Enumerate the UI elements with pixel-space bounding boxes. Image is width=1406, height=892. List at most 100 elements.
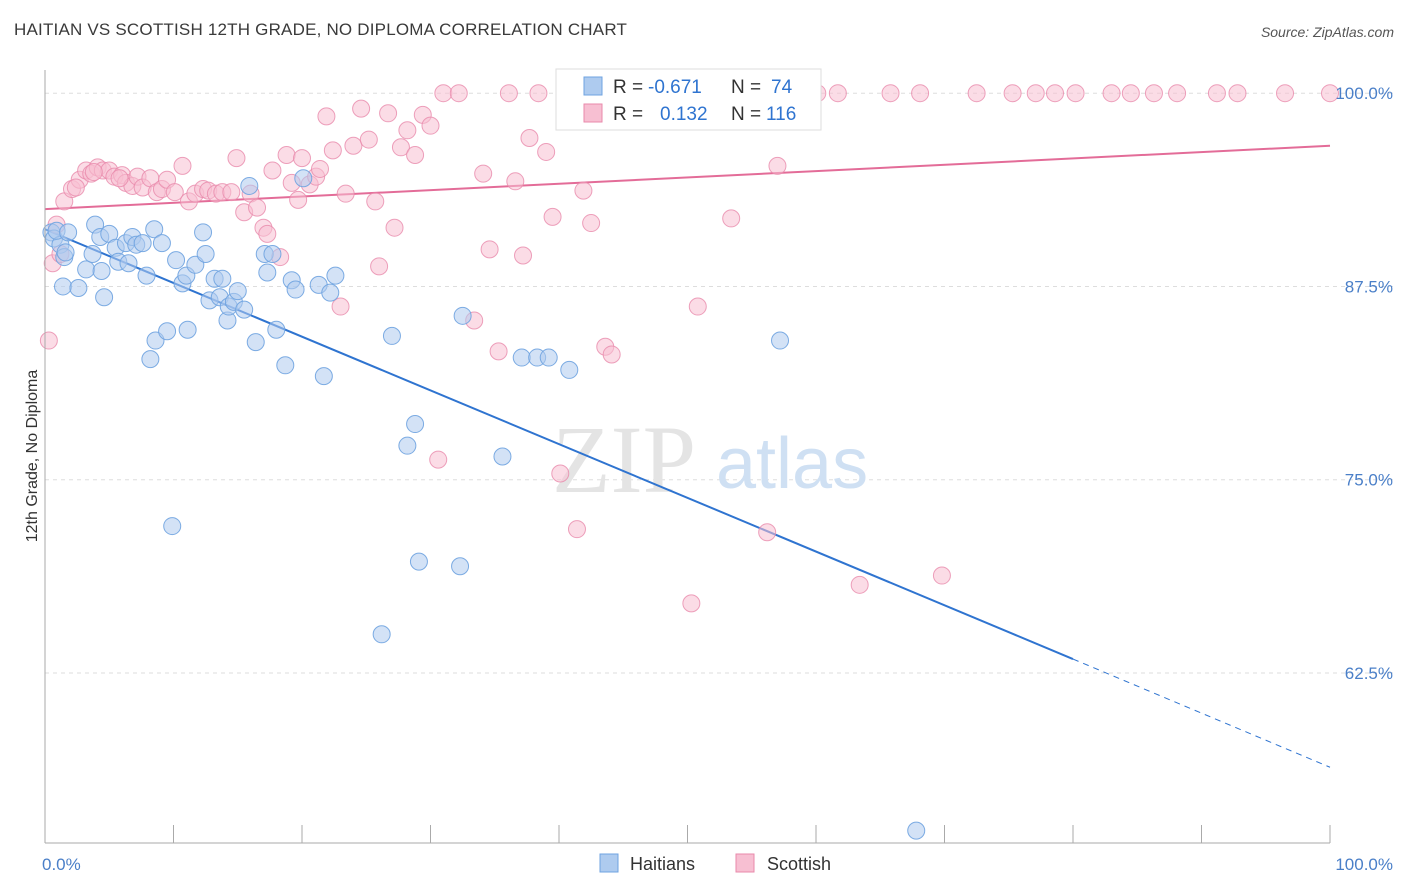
haitians-point <box>398 436 417 455</box>
haitians-point <box>141 350 160 369</box>
scottish-point <box>336 184 355 203</box>
scottish-point <box>310 159 329 178</box>
y-axis-label: 12th Grade, No Diploma <box>24 370 41 543</box>
scottish-point <box>537 142 556 161</box>
scottish-point <box>520 129 539 148</box>
haitians-trend-line <box>44 228 1074 660</box>
scottish-point <box>222 183 241 202</box>
scottish-point <box>1026 84 1045 103</box>
haitians-point <box>326 266 345 285</box>
scottish-point <box>480 240 499 259</box>
legend-haitians-swatch <box>599 853 619 873</box>
scottish-point <box>39 331 58 350</box>
haitians-point <box>314 367 333 386</box>
watermark: ZIP atlas <box>552 406 868 513</box>
scottish-point <box>289 190 308 209</box>
haitians-point <box>276 356 295 375</box>
haitians-point <box>95 288 114 307</box>
haitians-point <box>83 244 102 263</box>
scottish-point <box>344 136 363 155</box>
scottish-point <box>277 146 296 165</box>
scottish-point <box>850 575 869 594</box>
haitians-point <box>258 263 277 282</box>
scottish-trend-line <box>44 144 1331 211</box>
scottish-point <box>110 169 129 188</box>
haitians-point <box>167 251 186 270</box>
scottish-point <box>331 297 350 316</box>
haitians-point <box>451 557 470 576</box>
scottish-point <box>449 84 468 103</box>
haitians-r-label: R = <box>613 77 643 98</box>
stats-legend: R = -0.671 N = 74 R = 0.132 N = 116 <box>555 68 822 131</box>
scottish-point <box>359 130 378 149</box>
haitians-point <box>119 254 138 273</box>
scottish-point <box>66 178 85 197</box>
haitians-point <box>213 269 232 288</box>
scottish-point <box>551 464 570 483</box>
scottish-point <box>366 192 385 211</box>
haitians-point <box>286 280 305 299</box>
haitians-point <box>152 234 171 253</box>
chart-source: Source: ZipAtlas.com <box>1260 24 1394 40</box>
haitians-r-value: -0.671 <box>648 77 702 98</box>
legend-haitians-label: Haitians <box>630 854 695 874</box>
scottish-point <box>499 84 518 103</box>
scottish-point <box>881 84 900 103</box>
haitians-point <box>321 283 340 302</box>
haitians-point <box>163 517 182 536</box>
scottish-point <box>582 214 601 233</box>
axes: 100.0% 87.5% 75.0% 62.5% 0.0% 100.0% 12th Grad… <box>24 70 1393 874</box>
scottish-point <box>84 163 103 182</box>
scottish-point <box>1066 84 1085 103</box>
scottish-point <box>1003 84 1022 103</box>
scottish-point <box>1228 84 1247 103</box>
x-tick-label-min: 0.0% <box>42 855 81 874</box>
haitians-point <box>158 322 177 341</box>
haitians-point <box>53 277 72 296</box>
scottish-point <box>567 520 586 539</box>
haitians-point <box>453 306 472 325</box>
haitians-n-label: N = <box>731 77 761 98</box>
scottish-point <box>758 523 777 542</box>
haitians-trend-extension <box>1072 658 1331 768</box>
scottish-point <box>688 297 707 316</box>
y-tick-label: 100.0% <box>1335 84 1393 103</box>
scottish-point <box>173 156 192 175</box>
scottish-point <box>911 84 930 103</box>
scottish-point <box>574 181 593 200</box>
y-tick-label: 62.5% <box>1345 664 1393 683</box>
watermark-zip: ZIP <box>552 406 696 513</box>
haitians-n-value: 74 <box>771 77 793 98</box>
scottish-point <box>1144 84 1163 103</box>
haitians-point <box>59 223 78 242</box>
haitians-point <box>246 333 265 352</box>
haitians-point <box>907 821 926 840</box>
x-tick-label-max: 100.0% <box>1335 855 1393 874</box>
scottish-point <box>293 149 311 168</box>
haitians-point <box>493 447 512 466</box>
haitians-point <box>372 625 391 644</box>
scottish-point <box>258 224 277 243</box>
scottish-n-value: 116 <box>766 104 796 125</box>
scottish-point <box>828 84 847 103</box>
haitians-point <box>228 282 247 301</box>
haitians-swatch <box>583 76 603 96</box>
scottish-point <box>429 450 448 469</box>
haitians-point <box>382 326 401 345</box>
scottish-point <box>529 84 548 103</box>
scottish-point <box>1046 84 1065 103</box>
scottish-point <box>932 566 951 585</box>
scottish-r-label: R = <box>613 104 643 125</box>
haitians-point <box>560 360 579 379</box>
scottish-point <box>434 84 453 103</box>
scottish-point <box>682 594 701 613</box>
y-tick-label: 87.5% <box>1345 277 1393 296</box>
scottish-point <box>227 149 246 168</box>
haitians-point <box>133 234 152 253</box>
haitians-point <box>406 415 425 434</box>
scottish-point <box>406 146 425 165</box>
haitians-point <box>512 348 531 367</box>
scottish-point <box>421 116 440 135</box>
scottish-point <box>398 121 417 140</box>
